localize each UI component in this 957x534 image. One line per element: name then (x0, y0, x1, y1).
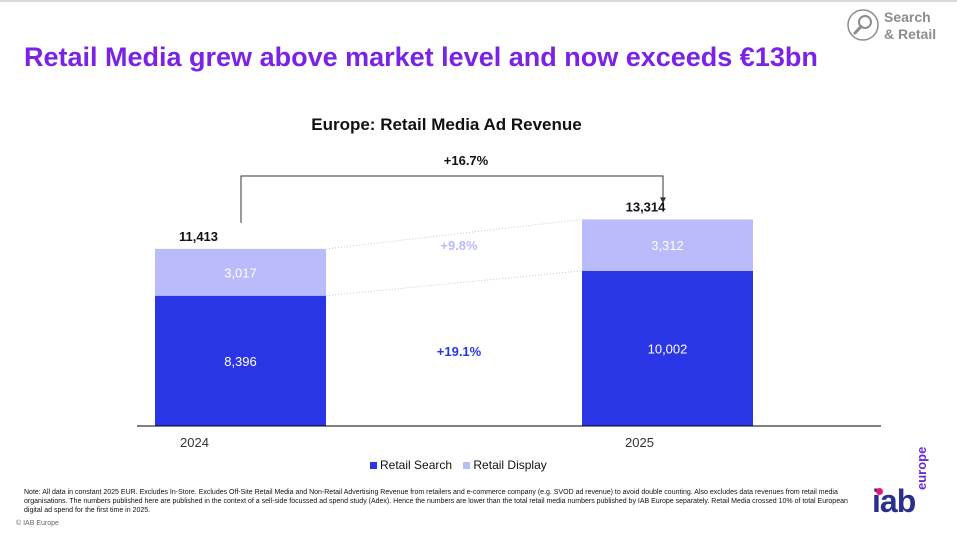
growth-label-retail-search: +19.1% (437, 344, 482, 359)
total-label-2024: 11,413 (179, 229, 218, 244)
page-title: Retail Media grew above market level and… (24, 42, 818, 72)
x-tick-label-2024: 2024 (180, 435, 209, 450)
legend-item-retail-display: Retail Display (463, 458, 547, 472)
retail-media-revenue-chart: 8,396 3,017 11,413 2024 10,002 3,312 13,314 202… (137, 153, 881, 450)
copyright: © IAB Europe (16, 520, 59, 527)
total-label-2025: 13,314 (626, 199, 667, 214)
chart-title: Europe: Retail Media Ad Revenue (311, 115, 582, 134)
bar-label-2025-retail-display: 3,312 (651, 238, 684, 253)
bar-2025-retail-search (582, 270, 753, 426)
legend-label-retail-search: Retail Search (380, 458, 453, 472)
search-magnifier-icon (847, 9, 879, 41)
top-rule (0, 0, 957, 2)
legend-label-retail-display: Retail Display (473, 458, 547, 472)
bar-2024-retail-search (155, 295, 326, 426)
legend-swatch-retail-display (463, 462, 471, 470)
bar-label-2024-retail-search: 8,396 (224, 354, 257, 369)
logo-europe-text: europe (914, 446, 929, 490)
growth-label-retail-display: +9.8% (440, 238, 478, 253)
bar-label-2024-retail-display: 3,017 (224, 265, 257, 280)
growth-bracket-arrowhead (660, 197, 666, 204)
section-tag-line-1: Search (884, 9, 931, 25)
footnote: Note: All data in constant 2025 EUR. Exc… (24, 489, 848, 514)
connector-display-top (325, 218, 583, 250)
section-tag: Search & Retail (846, 8, 946, 44)
legend-swatch-retail-search (370, 462, 377, 470)
x-tick-label-2025: 2025 (625, 435, 654, 450)
connector-search-top (325, 270, 583, 297)
growth-label-total: +16.7% (444, 153, 489, 168)
chart-legend: Retail Search Retail Display (370, 458, 555, 472)
bar-2025-retail-display (582, 219, 753, 271)
growth-bracket (240, 175, 664, 223)
legend-item-retail-search: Retail Search (370, 458, 452, 472)
bar-label-2025-retail-search: 10,002 (648, 341, 688, 356)
bar-2024-retail-display (155, 248, 326, 296)
logo-dot (876, 488, 883, 495)
section-tag-line-2: & Retail (884, 26, 937, 42)
iab-europe-logo: iab europe (872, 447, 942, 524)
section-tag-label: Search & Retail (884, 9, 936, 43)
